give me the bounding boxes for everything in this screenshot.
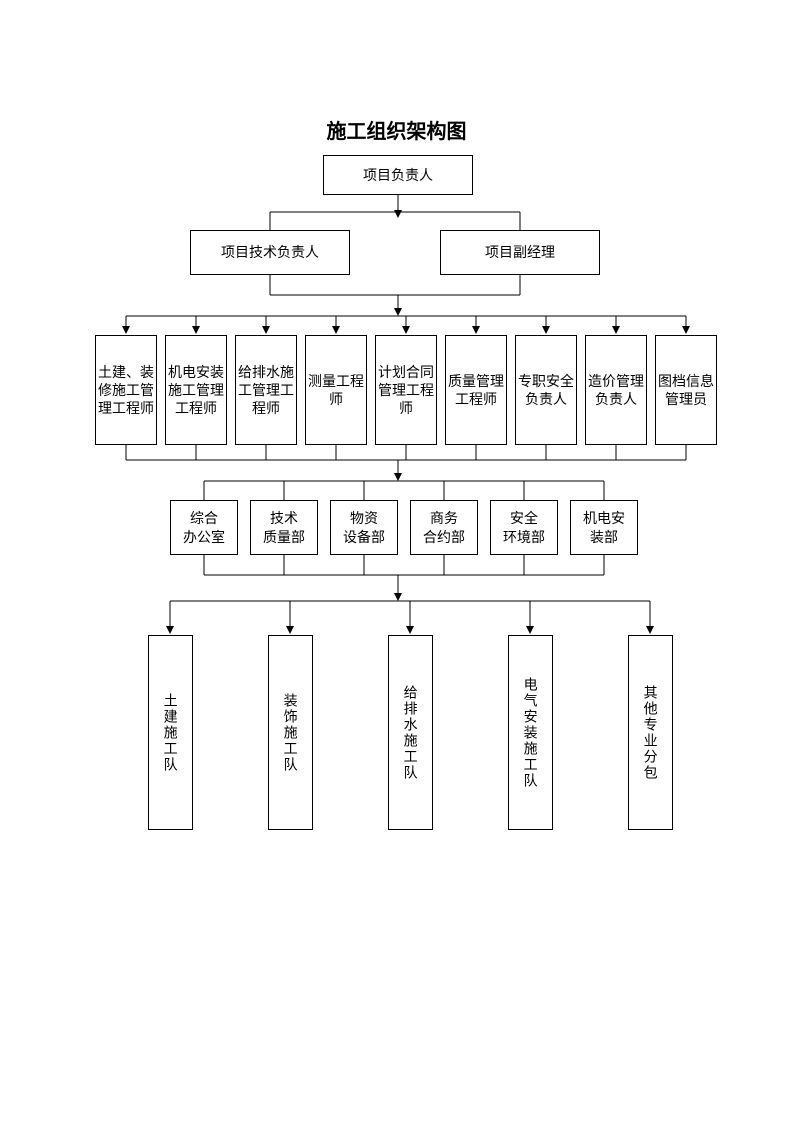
node-level3-1: 机电安装施工管理工程师: [165, 335, 227, 445]
node-label: 电气安装施工队: [521, 677, 539, 789]
node-level2-tech: 项目技术负责人: [190, 230, 350, 275]
node-label: 综合 办公室: [183, 509, 225, 545]
node-level3-0: 土建、装修施工管理工程师: [95, 335, 157, 445]
node-label: 造价管理负责人: [588, 372, 644, 408]
node-label: 测量工程师: [308, 372, 364, 408]
node-label: 物资 设备部: [343, 509, 385, 545]
node-level5-2: 给排水施工队: [388, 635, 433, 830]
node-label: 计划合同管理工程师: [378, 363, 434, 418]
node-label: 给排水施工管理工程师: [238, 363, 294, 418]
node-label: 项目负责人: [363, 166, 433, 184]
node-label: 其他专业分包: [641, 685, 659, 781]
node-label: 商务 合约部: [423, 509, 465, 545]
node-label: 项目技术负责人: [221, 243, 319, 261]
node-label: 质量管理工程师: [448, 372, 504, 408]
node-level5-1: 装饰施工队: [268, 635, 313, 830]
node-level2-deputy: 项目副经理: [440, 230, 600, 275]
node-label: 装饰施工队: [281, 693, 299, 773]
node-label: 土建、装修施工管理工程师: [98, 363, 154, 418]
node-label: 技术 质量部: [263, 509, 305, 545]
node-label: 图档信息管理员: [658, 372, 714, 408]
node-level5-4: 其他专业分包: [628, 635, 673, 830]
node-level5-0: 土建施工队: [148, 635, 193, 830]
node-label: 土建施工队: [161, 693, 179, 773]
node-level1-leader: 项目负责人: [323, 155, 473, 195]
diagram-title: 施工组织架构图: [0, 115, 793, 144]
node-level5-3: 电气安装施工队: [508, 635, 553, 830]
node-level4-3: 商务 合约部: [410, 500, 478, 555]
node-level4-1: 技术 质量部: [250, 500, 318, 555]
node-label: 机电安装施工管理工程师: [168, 363, 224, 418]
node-level4-4: 安全 环境部: [490, 500, 558, 555]
node-level3-2: 给排水施工管理工程师: [235, 335, 297, 445]
node-level3-8: 图档信息管理员: [655, 335, 717, 445]
node-label: 专职安全负责人: [518, 372, 574, 408]
node-label: 机电安 装部: [583, 509, 625, 545]
node-label: 项目副经理: [485, 243, 555, 261]
node-level3-5: 质量管理工程师: [445, 335, 507, 445]
node-level3-3: 测量工程师: [305, 335, 367, 445]
node-level4-2: 物资 设备部: [330, 500, 398, 555]
node-level3-4: 计划合同管理工程师: [375, 335, 437, 445]
node-label: 安全 环境部: [503, 509, 545, 545]
node-level4-5: 机电安 装部: [570, 500, 638, 555]
node-level4-0: 综合 办公室: [170, 500, 238, 555]
node-level3-6: 专职安全负责人: [515, 335, 577, 445]
node-label: 给排水施工队: [401, 685, 419, 781]
node-level3-7: 造价管理负责人: [585, 335, 647, 445]
